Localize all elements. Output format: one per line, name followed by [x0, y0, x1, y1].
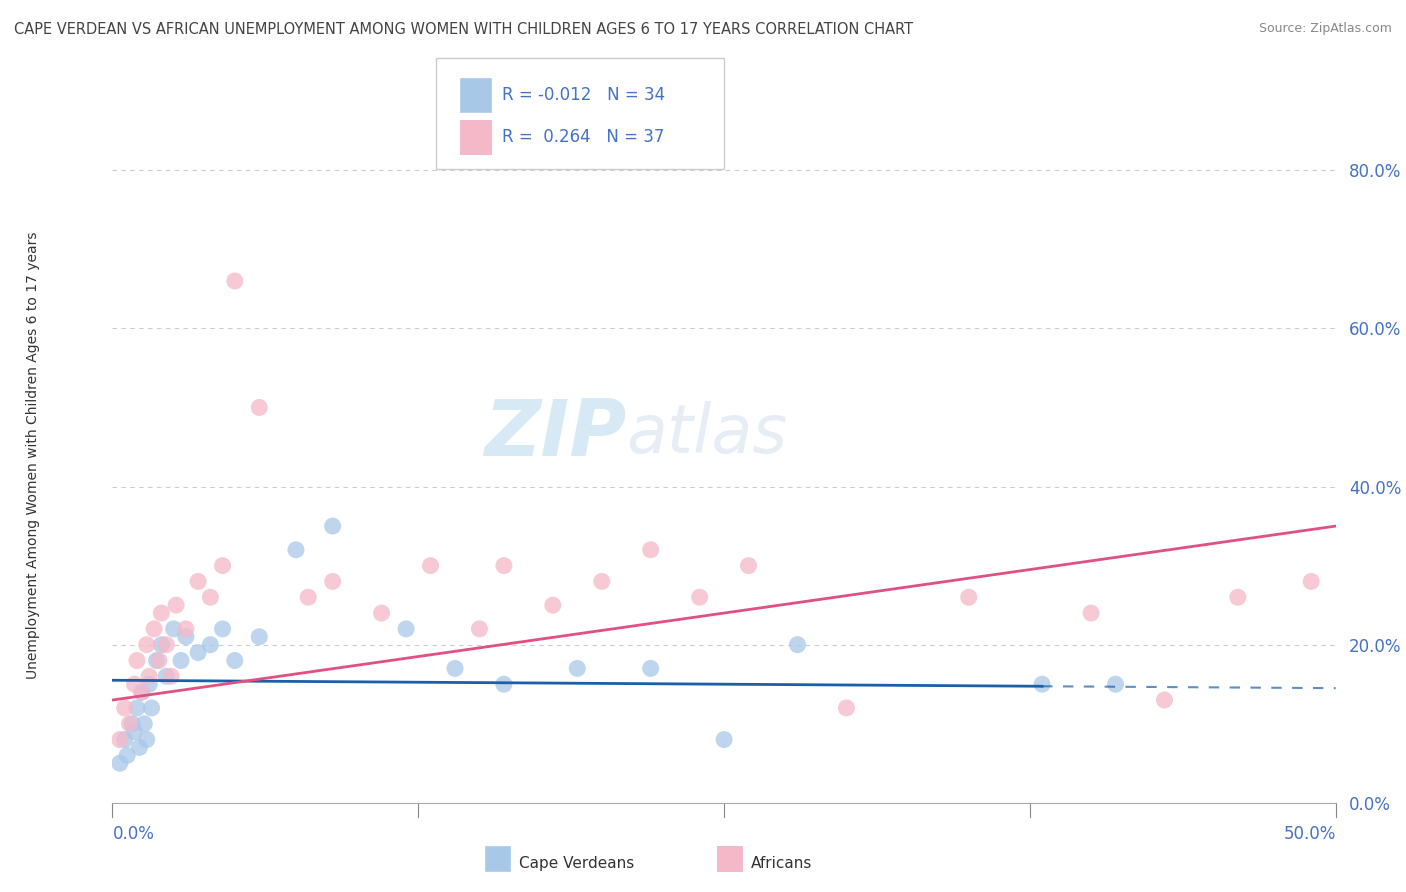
Text: 0.0%: 0.0%: [112, 825, 155, 843]
Point: [1226, 591, 1249, 605]
Point: [322, 574, 344, 589]
Point: [155, 669, 177, 683]
Point: [689, 591, 711, 605]
Point: [284, 542, 308, 557]
Point: [155, 638, 177, 652]
Point: [567, 661, 589, 675]
Text: Cape Verdeans: Cape Verdeans: [519, 856, 634, 871]
Point: [370, 606, 392, 620]
Point: [143, 622, 166, 636]
Point: [468, 622, 491, 636]
Point: [957, 591, 980, 605]
Point: [492, 558, 515, 573]
Point: [492, 677, 515, 691]
Point: [135, 638, 157, 652]
Point: [444, 661, 467, 675]
Point: [835, 701, 858, 715]
Point: [187, 574, 209, 589]
Text: CAPE VERDEAN VS AFRICAN UNEMPLOYMENT AMONG WOMEN WITH CHILDREN AGES 6 TO 17 YEAR: CAPE VERDEAN VS AFRICAN UNEMPLOYMENT AMO…: [14, 22, 912, 37]
Point: [138, 677, 160, 691]
Point: [786, 638, 808, 652]
Text: ZIP: ZIP: [484, 396, 626, 472]
Point: [108, 732, 131, 747]
Point: [131, 685, 153, 699]
Point: [1031, 677, 1053, 691]
Point: [125, 701, 148, 715]
Point: [322, 519, 344, 533]
Point: [170, 653, 193, 667]
Point: [124, 677, 146, 691]
Point: [174, 630, 197, 644]
Point: [200, 591, 222, 605]
Point: [224, 653, 246, 667]
Point: [247, 630, 270, 644]
Text: Unemployment Among Women with Children Ages 6 to 17 years: Unemployment Among Women with Children A…: [25, 231, 39, 679]
Point: [145, 653, 167, 667]
Point: [135, 732, 157, 747]
Point: [150, 606, 173, 620]
Point: [125, 653, 148, 667]
Text: 50.0%: 50.0%: [1284, 825, 1336, 843]
Point: [737, 558, 759, 573]
Point: [713, 732, 735, 747]
Point: [200, 638, 222, 652]
Point: [148, 653, 170, 667]
Point: [114, 732, 136, 747]
Text: Africans: Africans: [751, 856, 813, 871]
Point: [138, 669, 160, 683]
Point: [247, 401, 270, 415]
Point: [163, 622, 186, 636]
Point: [128, 740, 150, 755]
Point: [187, 646, 209, 660]
Point: [1301, 574, 1323, 589]
Point: [150, 638, 173, 652]
Point: [141, 701, 163, 715]
Point: [134, 716, 156, 731]
Point: [297, 591, 319, 605]
Text: atlas: atlas: [626, 401, 787, 467]
Point: [591, 574, 613, 589]
Point: [395, 622, 418, 636]
Point: [211, 622, 233, 636]
Point: [114, 701, 136, 715]
Point: [115, 748, 138, 763]
Point: [541, 598, 564, 612]
Point: [640, 542, 662, 557]
Text: Source: ZipAtlas.com: Source: ZipAtlas.com: [1258, 22, 1392, 36]
Point: [165, 598, 187, 612]
Text: R =  0.264   N = 37: R = 0.264 N = 37: [502, 128, 664, 146]
Point: [124, 724, 146, 739]
Point: [224, 274, 246, 288]
Point: [121, 716, 143, 731]
Point: [108, 756, 131, 771]
Point: [160, 669, 183, 683]
Point: [131, 685, 153, 699]
Point: [174, 622, 197, 636]
Point: [118, 716, 141, 731]
Point: [419, 558, 441, 573]
Point: [211, 558, 233, 573]
Point: [640, 661, 662, 675]
Text: R = -0.012   N = 34: R = -0.012 N = 34: [502, 86, 665, 103]
Point: [1104, 677, 1126, 691]
Point: [1153, 693, 1175, 707]
Point: [1080, 606, 1102, 620]
